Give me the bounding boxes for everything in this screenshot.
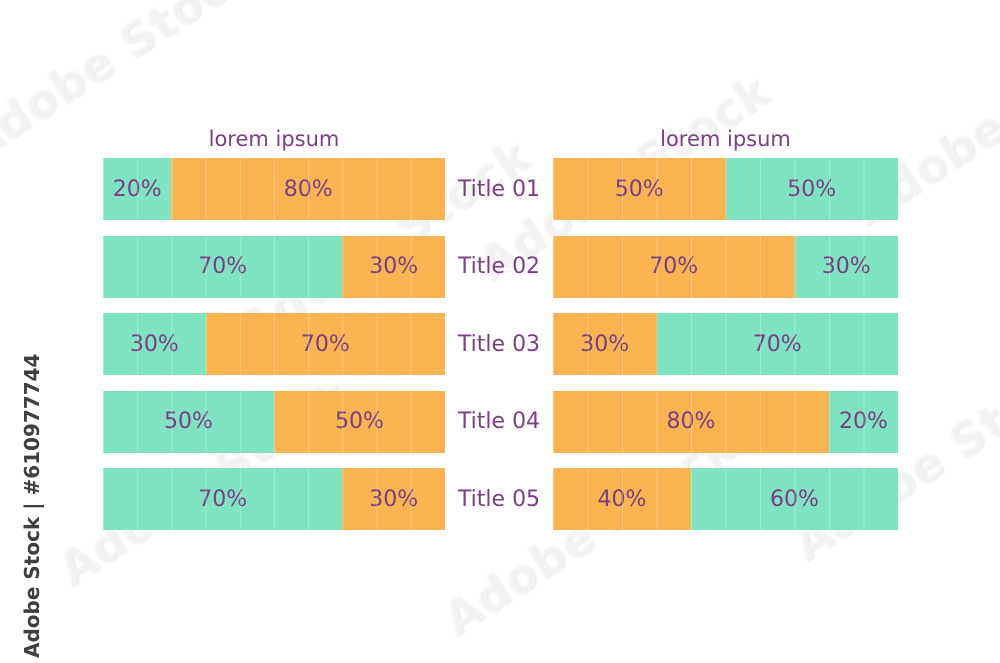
orange-segment: 30% [553, 313, 657, 375]
segment-value-label: 50% [614, 176, 664, 202]
mint-segment: 70% [103, 468, 343, 530]
segment-value-label: 80% [283, 176, 333, 202]
segment-value-label: 30% [821, 254, 871, 279]
row-title: Title 01 [457, 176, 541, 202]
stock-id-watermark: Adobe Stock | #610977744 [20, 353, 44, 658]
segment-value-label: 70% [300, 331, 350, 357]
row-title: Title 04 [457, 409, 541, 434]
mint-segment: 20% [829, 390, 898, 453]
orange-segment: 80% [171, 158, 445, 220]
row-title: Title 02 [457, 254, 541, 279]
segment-value-label: 20% [112, 176, 162, 202]
bar-row: 50% 50% [103, 390, 445, 453]
row-title: Title 03 [457, 331, 541, 357]
bar-row: 70% 30% [553, 235, 898, 298]
orange-segment: 50% [553, 158, 726, 220]
segment-value-label: 70% [649, 254, 699, 279]
bar-row: 40% 60% [553, 468, 898, 530]
right-bar-chart: lorem ipsum 50% 50% 70% 30% 30% 70% 80% 20% 40% 6… [553, 128, 898, 546]
orange-segment: 50% [274, 390, 445, 453]
mint-segment: 60% [691, 468, 898, 530]
bar-row: 20% 80% [103, 158, 445, 220]
segment-value-label: 50% [787, 176, 837, 202]
row-titles-column: Title 01 Title 02 Title 03 Title 04 Title 05 [445, 158, 553, 546]
bar-row: 50% 50% [553, 158, 898, 220]
mint-segment: 50% [725, 158, 898, 220]
mint-segment: 20% [103, 158, 172, 220]
left-chart-title: lorem ipsum [208, 127, 340, 151]
segment-value-label: 20% [839, 409, 888, 434]
mint-segment: 70% [656, 313, 898, 375]
bar-row: 70% 30% [103, 468, 445, 530]
bar-row: 70% 30% [103, 235, 445, 298]
orange-segment: 80% [553, 390, 829, 453]
segment-value-label: 30% [369, 254, 419, 279]
left-bar-chart: lorem ipsum 20% 80% 70% 30% 30% 70% 50% 50% 70% 3… [103, 128, 445, 546]
mint-segment: 30% [103, 313, 206, 375]
orange-segment: 70% [553, 235, 795, 298]
bar-row: 30% 70% [553, 313, 898, 375]
mint-segment: 30% [794, 235, 898, 298]
bar-row: 30% 70% [103, 313, 445, 375]
orange-segment: 40% [553, 468, 691, 530]
segment-value-label: 70% [198, 486, 248, 512]
orange-segment: 70% [205, 313, 445, 375]
right-chart-title: lorem ipsum [660, 127, 791, 151]
segment-value-label: 60% [770, 486, 819, 512]
left-chart-rows: 20% 80% 70% 30% 30% 70% 50% 50% 70% 30% [103, 158, 445, 546]
segment-value-label: 40% [597, 486, 647, 512]
right-chart-rows: 50% 50% 70% 30% 30% 70% 80% 20% 40% 60% [553, 158, 898, 546]
segment-value-label: 50% [164, 409, 213, 434]
segment-value-label: 30% [129, 331, 179, 357]
orange-segment: 30% [342, 468, 445, 530]
segment-value-label: 70% [752, 331, 802, 357]
row-title: Title 05 [457, 486, 541, 512]
segment-value-label: 80% [666, 409, 716, 434]
mint-segment: 70% [103, 235, 343, 298]
segment-value-label: 30% [369, 486, 419, 512]
mint-segment: 50% [103, 390, 274, 453]
segment-value-label: 30% [580, 331, 630, 357]
bar-row: 80% 20% [553, 390, 898, 453]
segment-value-label: 50% [335, 409, 384, 434]
segment-value-label: 70% [198, 254, 248, 279]
orange-segment: 30% [342, 235, 445, 298]
